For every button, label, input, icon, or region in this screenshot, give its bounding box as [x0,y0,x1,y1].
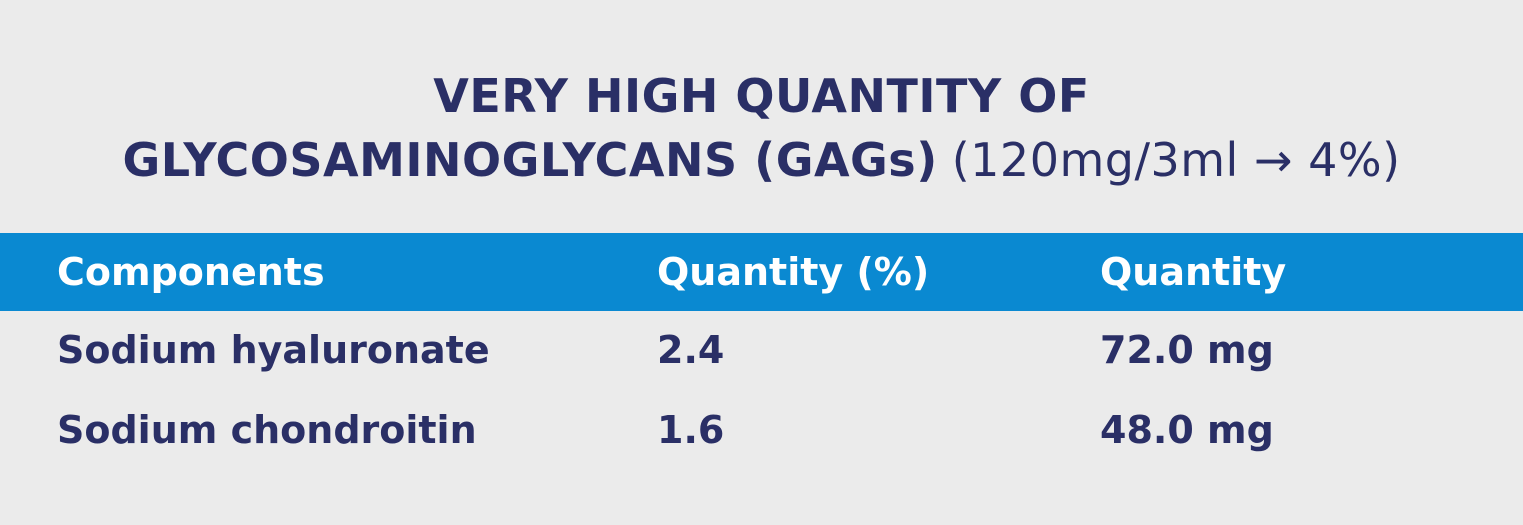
title-text: VERY HIGH QUANTITY OF [433,69,1090,123]
table-cell: Sodium chondroitin [57,408,477,452]
title-line: VERY HIGH QUANTITY OF [0,64,1523,128]
table-cell: 1.6 [657,408,725,452]
header-cell: Components [57,250,325,294]
table-cell: 72.0 mg [1100,328,1274,372]
header-cell: Quantity [1100,250,1287,294]
title-line: GLYCOSAMINOGLYCANS (GAGs) (120mg/3ml → 4%… [0,128,1523,192]
table-cell: Sodium hyaluronate [57,328,490,372]
title-subtext: (120mg/3ml → 4%) [951,133,1401,187]
title-text: GLYCOSAMINOGLYCANS (GAGs) [122,133,938,187]
table-header-band [0,233,1523,311]
header-cell: Quantity (%) [657,250,930,294]
table-cell: 2.4 [657,328,725,372]
title: VERY HIGH QUANTITY OF GLYCOSAMINOGLYCANS… [0,64,1523,192]
table-cell: 48.0 mg [1100,408,1274,452]
